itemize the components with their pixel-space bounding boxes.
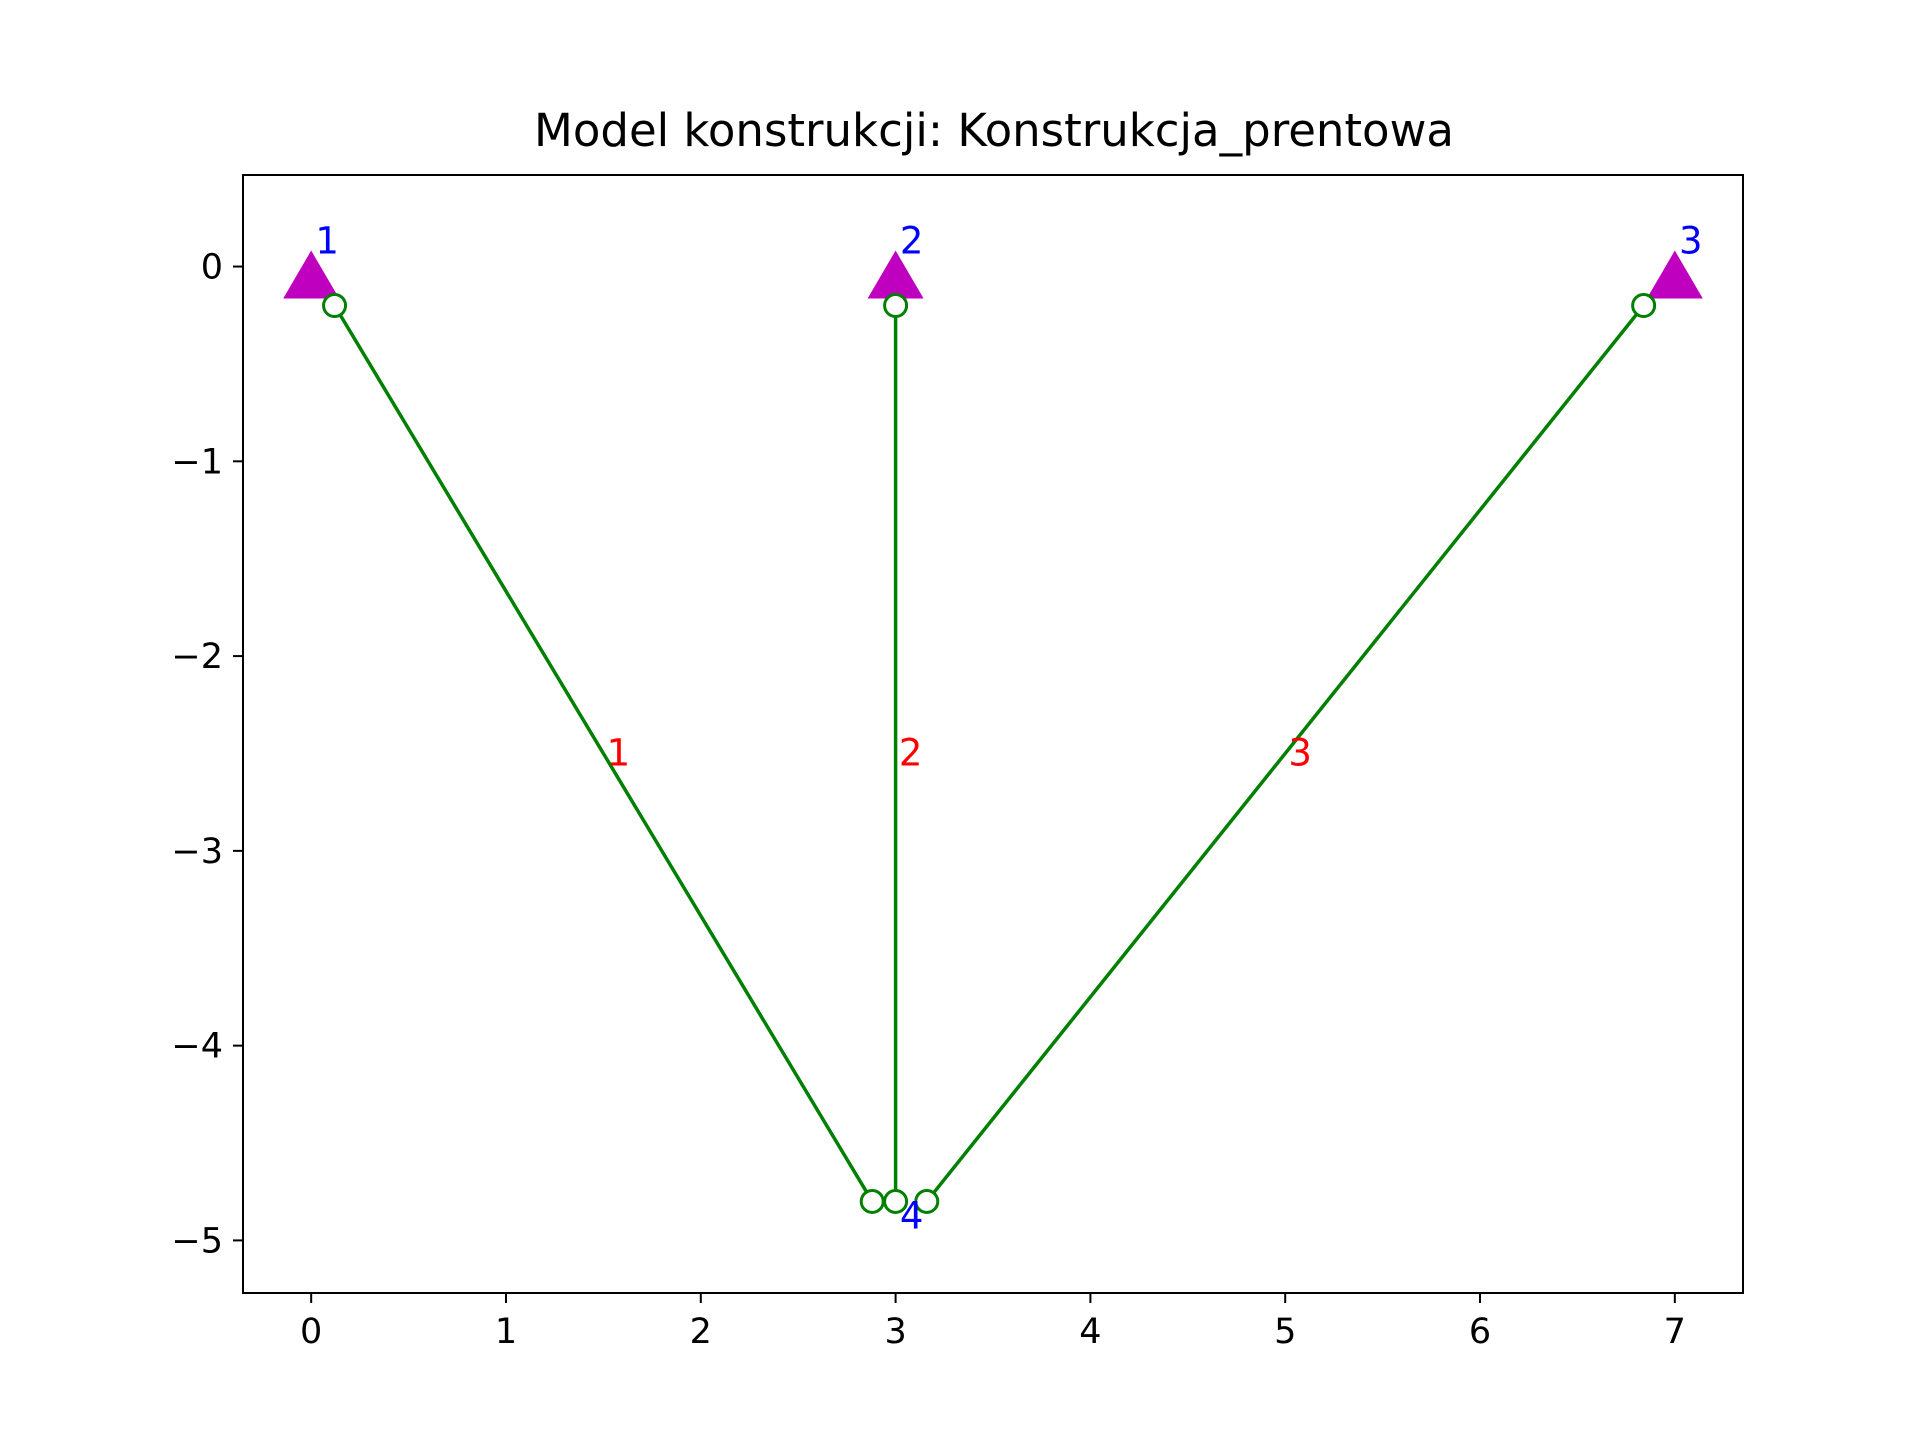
member-3-line [925,304,1646,1203]
y-tick-label: −2 [171,637,223,677]
x-tick-label: 0 [300,1312,322,1352]
x-tick-label: 7 [1664,1312,1686,1352]
x-tick-label: 2 [690,1312,712,1352]
member-2-start-marker [883,292,909,318]
plot-area: 0 1 2 3 4 5 6 7 0 −1 −2 −3 −4 −5 1 2 3 1 2 3 4 [171,174,1744,1352]
node-2-label: 2 [900,220,924,263]
node-3-label: 3 [1679,220,1703,263]
y-tick-label: 0 [201,248,223,288]
x-tick-label: 3 [884,1312,906,1352]
member-3-label: 3 [1288,731,1312,774]
axes-frame [242,174,1744,1294]
member-3-end-marker [914,1188,940,1214]
support-2-triangle [867,250,924,299]
x-tick-label: 1 [495,1312,517,1352]
y-tick-label: −4 [171,1027,223,1067]
support-1-triangle [283,250,340,299]
y-tick-label: −1 [171,442,223,482]
node-1-label: 1 [315,220,339,263]
x-tick-label: 4 [1079,1312,1101,1352]
y-tick-label: −5 [171,1221,223,1261]
member-1-label: 1 [607,731,631,774]
node-4-label: 4 [900,1194,924,1237]
member-1-end-marker [859,1188,885,1214]
x-tick-label: 5 [1274,1312,1296,1352]
member-3-start-marker [1631,292,1657,318]
x-tick-label: 6 [1469,1312,1491,1352]
chart-title: Model konstrukcji: Konstrukcja_prentowa [534,104,1454,157]
member-2-label: 2 [899,731,923,774]
member-1-line [333,304,874,1203]
member-2-end-marker [883,1188,909,1214]
support-3-triangle [1646,250,1703,299]
y-tick-label: −3 [171,832,223,872]
member-1-start-marker [322,292,348,318]
